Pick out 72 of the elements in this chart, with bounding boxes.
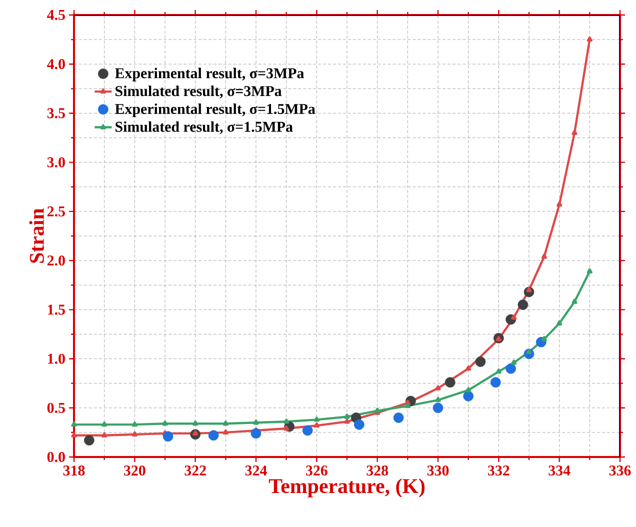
point (511, 314, 517, 320)
point (466, 366, 472, 371)
point (354, 419, 364, 430)
point (222, 420, 228, 426)
y-tick-label: 4.5 (47, 10, 65, 20)
y-tick-label: 2.0 (47, 255, 65, 266)
point (435, 385, 441, 390)
point (506, 363, 516, 374)
point (541, 254, 547, 259)
point (192, 420, 198, 426)
point (314, 416, 320, 422)
point (393, 412, 404, 423)
point (253, 420, 259, 425)
y-axis-title: Strain (29, 208, 44, 263)
x-axis-title: Temperature, (K) (268, 478, 425, 498)
point (572, 130, 578, 135)
x-tick-label: 330 (427, 466, 449, 476)
x-tick-label: 320 (124, 466, 146, 476)
x-tick-label: 322 (184, 466, 206, 476)
point (102, 432, 108, 438)
point (511, 360, 517, 365)
point (496, 368, 502, 374)
point (302, 425, 313, 436)
x-tick-label: 328 (366, 466, 388, 476)
y-tick-label: 0.0 (47, 452, 65, 462)
point (222, 429, 228, 435)
point (475, 356, 486, 367)
point (444, 377, 456, 388)
point (344, 414, 350, 419)
x-tick-label: 324 (245, 466, 267, 476)
point (432, 402, 444, 414)
y-tick-label: 2.5 (47, 206, 65, 217)
point (208, 430, 219, 441)
point (250, 428, 262, 439)
point (344, 418, 350, 424)
point (586, 268, 592, 274)
x-tick-label: 334 (548, 466, 570, 476)
point (132, 422, 138, 427)
y-tick-label: 1.5 (48, 304, 65, 315)
y-tick-label: 0.5 (47, 402, 65, 413)
legend-label: Experimental result, σ=1.5MPa (115, 103, 316, 118)
y-tick-label: 3.0 (47, 157, 65, 168)
point (541, 336, 547, 342)
x-tick-label: 326 (306, 466, 328, 476)
point (490, 377, 501, 388)
point (466, 387, 472, 392)
y-tick-label: 1.0 (48, 354, 65, 364)
point (586, 36, 592, 42)
point (463, 390, 474, 402)
point (314, 422, 320, 428)
point (132, 431, 138, 436)
legend-label: Simulated result, σ=1.5MPa (116, 121, 293, 134)
x-tick-label: 318 (63, 466, 85, 476)
point (162, 431, 174, 442)
x-tick-label: 332 (488, 466, 510, 476)
point (102, 422, 108, 427)
point (518, 300, 528, 310)
legend-label: Experimental result, σ=3MPa (115, 68, 304, 82)
point (556, 320, 562, 326)
point (71, 432, 77, 438)
point (572, 298, 578, 304)
y-tick-label: 3.5 (47, 108, 65, 118)
point (71, 422, 77, 427)
point (162, 420, 168, 426)
point (556, 201, 562, 207)
legend-label: Simulated result, σ=3MPa (116, 86, 282, 98)
point (284, 418, 290, 424)
point (404, 402, 410, 408)
point (84, 435, 94, 446)
x-tick-label: 336 (609, 466, 631, 476)
y-tick-label: 4.0 (47, 59, 65, 70)
point (435, 396, 441, 402)
